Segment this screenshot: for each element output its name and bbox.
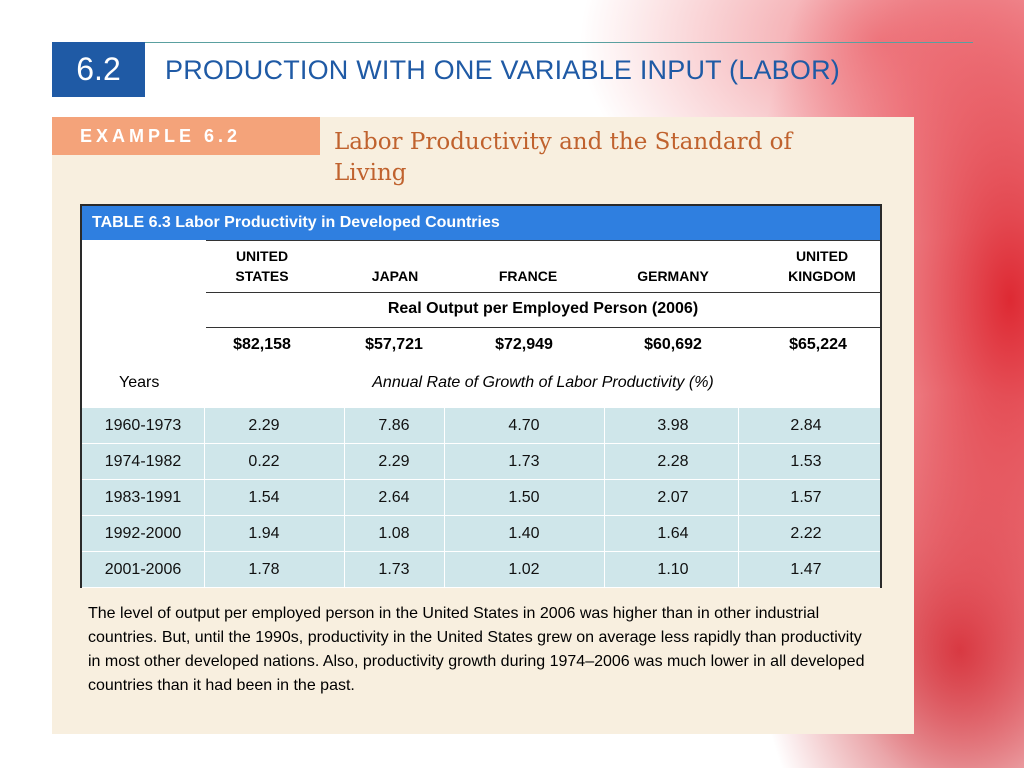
column-divider bbox=[738, 408, 739, 444]
country-header-japan: JAPAN bbox=[371, 268, 419, 284]
value-cell-france: 4.70 bbox=[508, 417, 540, 434]
column-divider bbox=[738, 444, 739, 480]
column-divider bbox=[738, 480, 739, 516]
table-row: 2001-2006 1.78 1.73 1.02 1.10 1.47 bbox=[82, 552, 880, 588]
value-cell-germany: 1.10 bbox=[657, 561, 689, 578]
period-cell: 1974-1982 bbox=[104, 453, 182, 470]
value-cell-uk: 1.47 bbox=[790, 561, 822, 578]
years-label: Years bbox=[119, 374, 160, 391]
column-divider bbox=[444, 480, 445, 516]
column-divider bbox=[204, 444, 205, 480]
column-divider bbox=[444, 444, 445, 480]
period-cell: 1992-2000 bbox=[104, 525, 182, 542]
header-rule bbox=[145, 42, 973, 43]
value-cell-uk: 1.57 bbox=[790, 489, 822, 506]
value-cell-france: 1.73 bbox=[508, 453, 540, 470]
country-header-france: FRANCE bbox=[498, 268, 558, 284]
output-japan: $57,721 bbox=[365, 336, 423, 353]
table-row: 1992-2000 1.94 1.08 1.40 1.64 2.22 bbox=[82, 516, 880, 552]
value-cell-japan: 2.64 bbox=[378, 489, 410, 506]
period-cell: 1983-1991 bbox=[104, 489, 182, 506]
value-cell-uk: 2.84 bbox=[790, 417, 822, 434]
value-cell-germany: 2.07 bbox=[657, 489, 689, 506]
value-cell-us: 0.22 bbox=[248, 453, 280, 470]
value-cell-japan: 1.73 bbox=[378, 561, 410, 578]
column-divider bbox=[444, 408, 445, 444]
header-rule-middle bbox=[206, 292, 880, 293]
table-caption: TABLE 6.3 Labor Productivity in Develope… bbox=[82, 206, 880, 240]
slide-title: PRODUCTION WITH ONE VARIABLE INPUT (LABO… bbox=[165, 55, 840, 85]
column-divider bbox=[204, 552, 205, 588]
productivity-table: TABLE 6.3 Labor Productivity in Develope… bbox=[80, 204, 882, 588]
column-divider bbox=[204, 480, 205, 516]
table-row: 1960-1973 2.29 7.86 4.70 3.98 2.84 bbox=[82, 408, 880, 444]
country-header-us: UNITED STATES bbox=[235, 248, 289, 284]
column-divider bbox=[204, 516, 205, 552]
column-divider bbox=[604, 444, 605, 480]
column-divider bbox=[344, 516, 345, 552]
example-title: Labor Productivity and the Standard of L… bbox=[334, 129, 792, 186]
column-divider bbox=[344, 552, 345, 588]
column-divider bbox=[344, 408, 345, 444]
column-divider bbox=[738, 516, 739, 552]
value-cell-uk: 1.53 bbox=[790, 453, 822, 470]
header-rule-top bbox=[206, 240, 880, 241]
column-divider bbox=[444, 552, 445, 588]
header-rule-bottom bbox=[206, 327, 880, 328]
output-heading: Real Output per Employed Person (2006) bbox=[387, 300, 699, 317]
value-cell-us: 1.94 bbox=[248, 525, 280, 542]
value-cell-us: 2.29 bbox=[248, 417, 280, 434]
value-cell-japan: 2.29 bbox=[378, 453, 410, 470]
period-cell: 1960-1973 bbox=[104, 417, 182, 434]
value-cell-japan: 1.08 bbox=[378, 525, 410, 542]
value-cell-uk: 2.22 bbox=[790, 525, 822, 542]
slide-number: 6.2 bbox=[52, 42, 145, 97]
column-divider bbox=[344, 444, 345, 480]
value-cell-germany: 2.28 bbox=[657, 453, 689, 470]
output-uk: $65,224 bbox=[789, 336, 847, 353]
output-france: $72,949 bbox=[495, 336, 553, 353]
country-header-uk: UNITED KINGDOM bbox=[788, 248, 856, 284]
period-cell: 2001-2006 bbox=[104, 561, 182, 578]
column-divider bbox=[604, 480, 605, 516]
value-cell-japan: 7.86 bbox=[378, 417, 410, 434]
table-row: 1983-1991 1.54 2.64 1.50 2.07 1.57 bbox=[82, 480, 880, 516]
output-germany: $60,692 bbox=[644, 336, 702, 353]
output-us: $82,158 bbox=[233, 336, 291, 353]
table-row: 1974-1982 0.22 2.29 1.73 2.28 1.53 bbox=[82, 444, 880, 480]
column-divider bbox=[444, 516, 445, 552]
column-divider bbox=[604, 516, 605, 552]
value-cell-france: 1.02 bbox=[508, 561, 540, 578]
column-divider bbox=[738, 552, 739, 588]
value-cell-us: 1.78 bbox=[248, 561, 280, 578]
column-divider bbox=[344, 480, 345, 516]
country-header-germany: GERMANY bbox=[637, 268, 709, 284]
column-divider bbox=[204, 408, 205, 444]
value-cell-germany: 3.98 bbox=[657, 417, 689, 434]
example-tab: EXAMPLE 6.2 bbox=[52, 117, 320, 155]
value-cell-france: 1.50 bbox=[508, 489, 540, 506]
value-cell-germany: 1.64 bbox=[657, 525, 689, 542]
value-cell-us: 1.54 bbox=[248, 489, 280, 506]
column-divider bbox=[604, 552, 605, 588]
example-body-text: The level of output per employed person … bbox=[88, 605, 865, 694]
growth-heading: Annual Rate of Growth of Labor Productiv… bbox=[372, 374, 714, 391]
value-cell-france: 1.40 bbox=[508, 525, 540, 542]
column-divider bbox=[604, 408, 605, 444]
